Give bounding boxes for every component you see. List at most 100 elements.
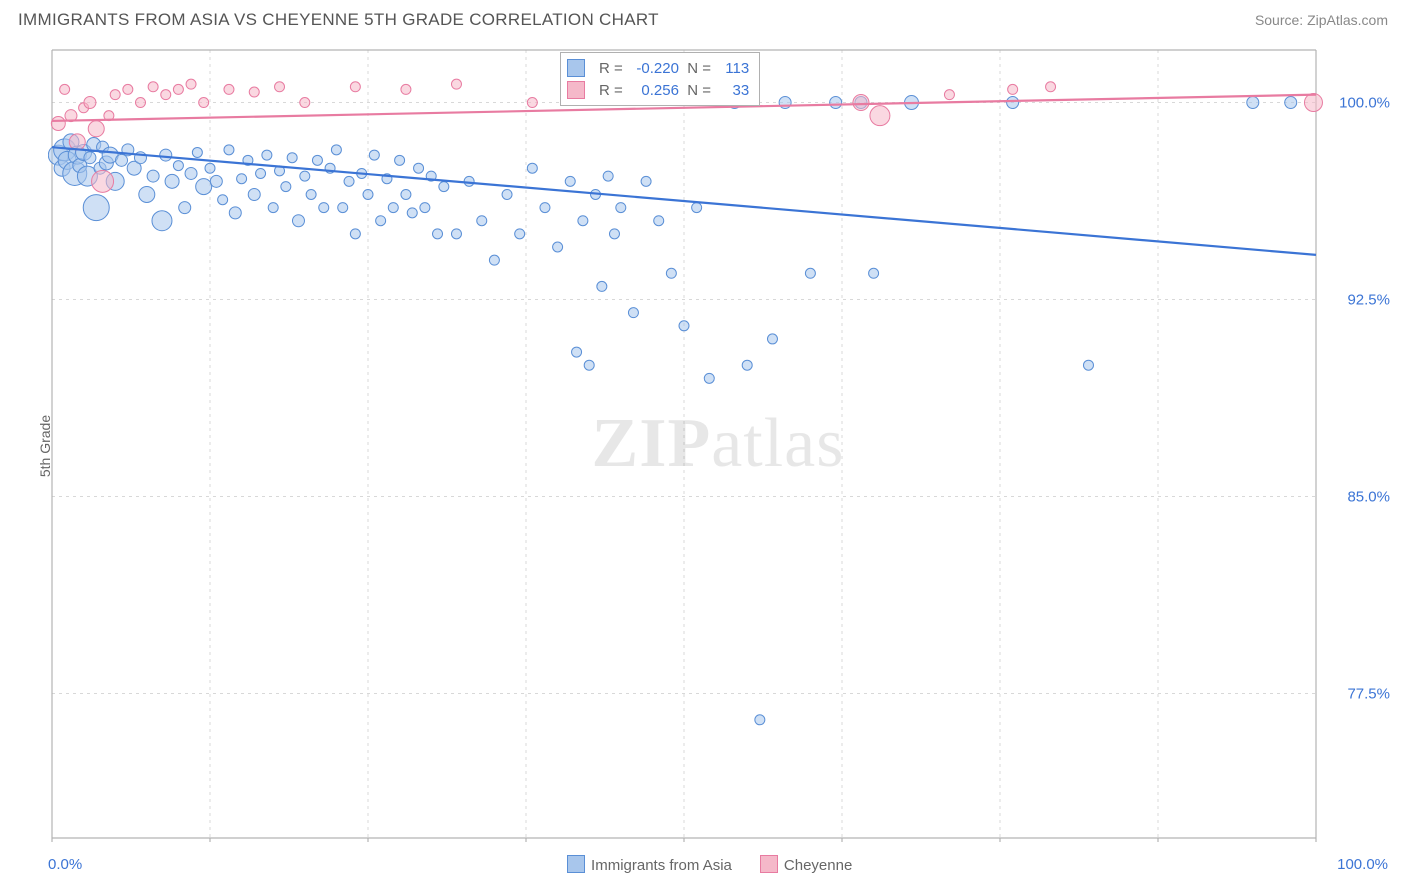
data-point <box>84 97 96 109</box>
data-point <box>319 203 329 213</box>
legend-row: R = -0.220 N = 113 <box>567 57 749 79</box>
data-point <box>451 229 461 239</box>
data-point <box>173 161 183 171</box>
data-point <box>565 176 575 186</box>
data-point <box>344 176 354 186</box>
data-point <box>88 121 104 137</box>
x-min-label: 0.0% <box>48 856 82 873</box>
x-max-label: 100.0% <box>1337 856 1388 873</box>
data-point <box>767 334 777 344</box>
data-point <box>69 134 85 150</box>
data-point <box>944 90 954 100</box>
y-tick-label: 85.0% <box>1347 488 1390 505</box>
data-point <box>338 203 348 213</box>
data-point <box>196 179 212 195</box>
data-point <box>666 268 676 278</box>
data-point <box>287 153 297 163</box>
data-point <box>205 163 215 173</box>
data-point <box>147 170 159 182</box>
data-point <box>439 182 449 192</box>
data-point <box>281 182 291 192</box>
data-point <box>249 87 259 97</box>
data-point <box>331 145 341 155</box>
data-point <box>870 106 890 126</box>
data-point <box>51 117 65 131</box>
data-point <box>229 207 241 219</box>
data-point <box>553 242 563 252</box>
data-point <box>388 203 398 213</box>
data-point <box>123 84 133 94</box>
data-point <box>256 168 266 178</box>
data-point <box>578 216 588 226</box>
data-point <box>407 208 417 218</box>
data-point <box>275 82 285 92</box>
data-point <box>853 95 869 111</box>
data-point <box>312 155 322 165</box>
data-point <box>527 98 537 108</box>
data-point <box>679 321 689 331</box>
legend-swatch <box>567 855 585 873</box>
data-point <box>704 373 714 383</box>
data-point <box>300 98 310 108</box>
data-point <box>654 216 664 226</box>
data-point <box>451 79 461 89</box>
data-point <box>300 171 310 181</box>
data-point <box>210 175 222 187</box>
data-point <box>755 715 765 725</box>
source-label: Source: ZipAtlas.com <box>1255 12 1388 28</box>
data-point <box>1008 84 1018 94</box>
data-point <box>609 229 619 239</box>
data-point <box>401 189 411 199</box>
data-point <box>139 186 155 202</box>
data-point <box>152 211 172 231</box>
correlation-legend: R = -0.220 N = 113 R = 0.256 N = 33 <box>560 52 760 106</box>
data-point <box>161 90 171 100</box>
y-tick-label: 77.5% <box>1347 685 1390 702</box>
data-point <box>268 203 278 213</box>
data-point <box>110 90 120 100</box>
legend-item: Cheyenne <box>760 855 852 874</box>
data-point <box>262 150 272 160</box>
data-point <box>742 360 752 370</box>
data-point <box>502 189 512 199</box>
data-point <box>350 82 360 92</box>
chart-area: ZIPatlas 100.0%92.5%85.0%77.5% <box>48 46 1388 842</box>
data-point <box>116 154 128 166</box>
data-point <box>160 149 172 161</box>
data-point <box>527 163 537 173</box>
data-point <box>218 195 228 205</box>
data-point <box>515 229 525 239</box>
data-point <box>1007 97 1019 109</box>
data-point <box>540 203 550 213</box>
data-point <box>869 268 879 278</box>
x-axis-bar: 0.0% Immigrants from AsiaCheyenne 100.0% <box>48 848 1388 880</box>
data-point <box>185 167 197 179</box>
data-point <box>306 189 316 199</box>
title-bar: IMMIGRANTS FROM ASIA VS CHEYENNE 5TH GRA… <box>0 0 1406 36</box>
data-point <box>173 84 183 94</box>
data-point <box>192 147 202 157</box>
scatter-plot <box>48 46 1388 842</box>
data-point <box>363 189 373 199</box>
data-point <box>84 152 96 164</box>
data-point <box>376 216 386 226</box>
data-point <box>641 176 651 186</box>
data-point <box>433 229 443 239</box>
y-tick-label: 100.0% <box>1339 94 1390 111</box>
data-point <box>584 360 594 370</box>
data-point <box>165 174 179 188</box>
legend-swatch <box>567 59 585 77</box>
y-tick-label: 92.5% <box>1347 291 1390 308</box>
chart-title: IMMIGRANTS FROM ASIA VS CHEYENNE 5TH GRA… <box>18 10 659 30</box>
data-point <box>628 308 638 318</box>
data-point <box>292 215 304 227</box>
data-point <box>1247 97 1259 109</box>
data-point <box>1285 97 1297 109</box>
data-point <box>83 195 109 221</box>
data-point <box>60 84 70 94</box>
data-point <box>1083 360 1093 370</box>
data-point <box>414 163 424 173</box>
data-point <box>148 82 158 92</box>
data-point <box>830 97 842 109</box>
data-point <box>186 79 196 89</box>
